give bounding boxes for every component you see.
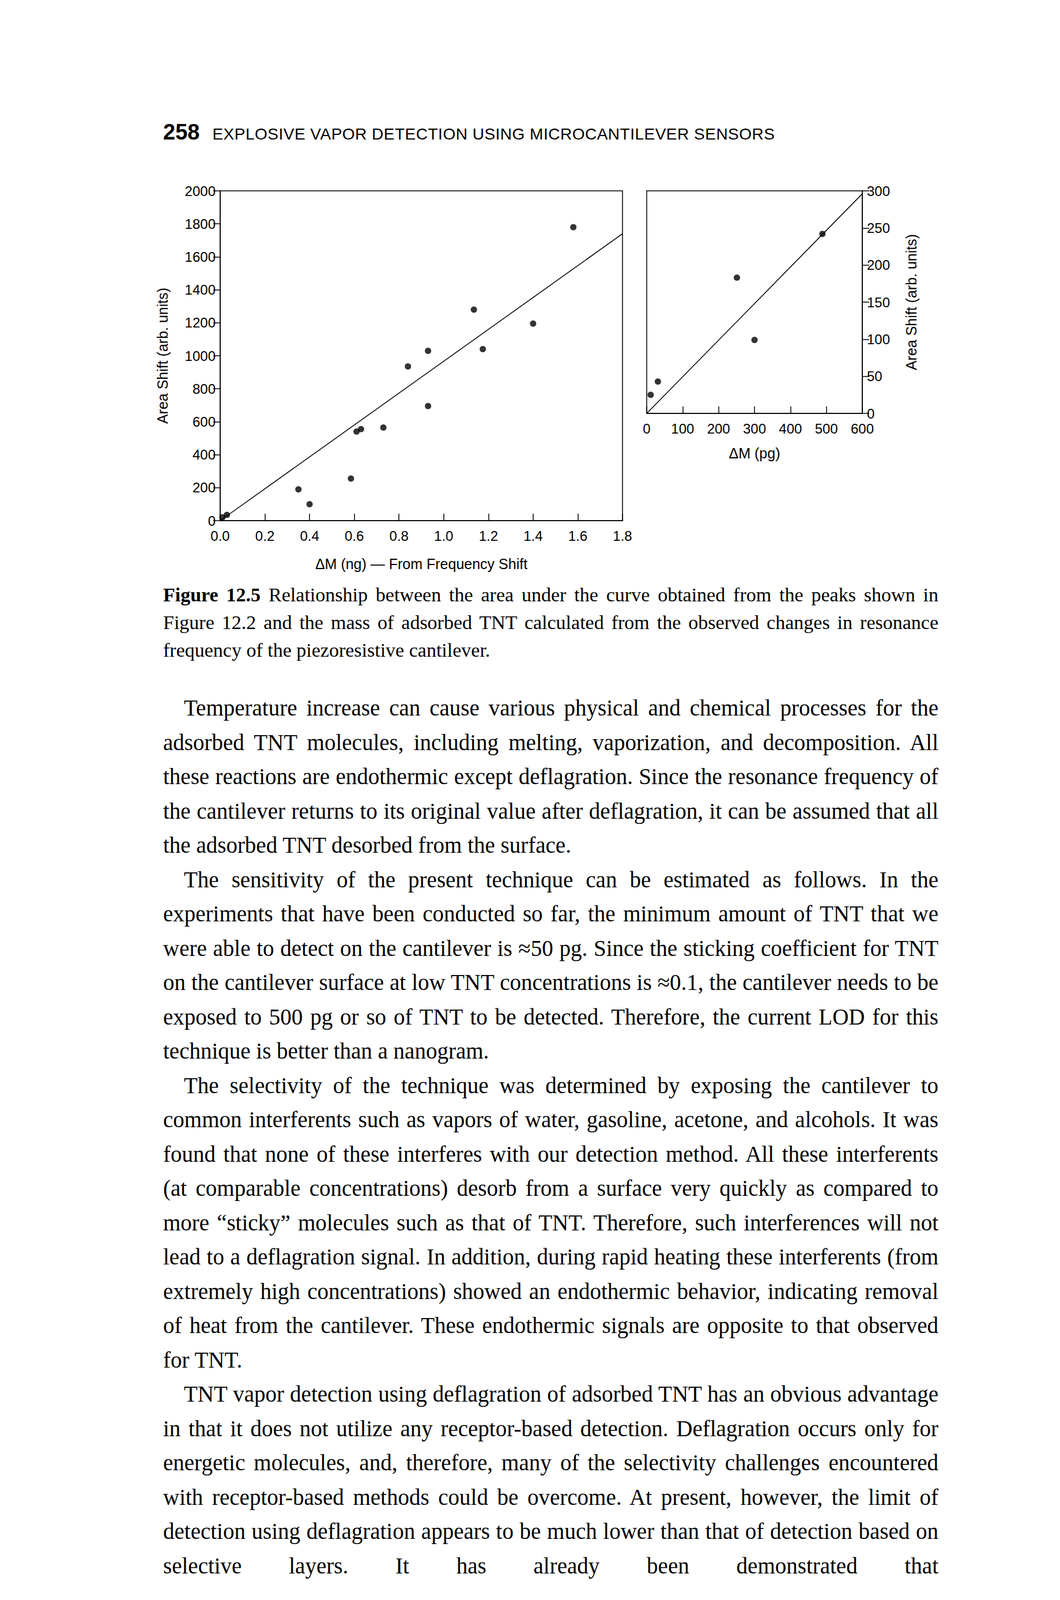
svg-text:0.4: 0.4 bbox=[299, 527, 319, 544]
svg-text:2000: 2000 bbox=[185, 183, 216, 199]
html-text:EXPLOSIVE VAPOR DETECTION USIN: EXPLOSIVE VAPOR DETECTION USING MICROCAN… bbox=[212, 125, 775, 143]
svg-text:100: 100 bbox=[866, 331, 890, 347]
svg-text:Area Shift (arb. units): Area Shift (arb. units) bbox=[903, 234, 920, 371]
svg-text:ΔM (ng) — From Frequency Shift: ΔM (ng) — From Frequency Shift bbox=[315, 555, 528, 572]
html-text:The selectivity of the techniq: The selectivity of the technique was det… bbox=[163, 1072, 939, 1372]
svg-text:1.0: 1.0 bbox=[434, 527, 454, 544]
svg-text:0: 0 bbox=[866, 405, 875, 422]
svg-text:1.2: 1.2 bbox=[478, 527, 499, 544]
svg-text:250: 250 bbox=[866, 220, 890, 236]
html-text:The sensitivity of the present: The sensitivity of the present technique… bbox=[163, 866, 939, 1063]
svg-text:0.8: 0.8 bbox=[389, 527, 409, 544]
svg-text:Area Shift (arb. units): Area Shift (arb. units) bbox=[154, 287, 171, 424]
svg-text:1600: 1600 bbox=[185, 249, 216, 265]
svg-text:1.4: 1.4 bbox=[523, 527, 543, 544]
svg-text:600: 600 bbox=[850, 420, 874, 437]
svg-text:0.6: 0.6 bbox=[344, 527, 364, 544]
svg-text:0.0: 0.0 bbox=[210, 527, 230, 544]
svg-text:0: 0 bbox=[208, 512, 216, 529]
svg-text:800: 800 bbox=[192, 381, 216, 397]
svg-text:100: 100 bbox=[670, 420, 694, 437]
svg-text:1.6: 1.6 bbox=[568, 527, 588, 544]
svg-text:1.8: 1.8 bbox=[612, 527, 632, 544]
svg-text:300: 300 bbox=[742, 420, 767, 437]
svg-text:150: 150 bbox=[866, 294, 890, 311]
svg-text:600: 600 bbox=[192, 413, 216, 430]
svg-text:200: 200 bbox=[192, 479, 216, 496]
svg-text:1400: 1400 bbox=[185, 281, 216, 298]
svg-text:1000: 1000 bbox=[185, 348, 216, 364]
svg-text:300: 300 bbox=[866, 183, 890, 199]
html-text:258: 258 bbox=[163, 119, 200, 145]
svg-text:1200: 1200 bbox=[185, 314, 216, 331]
svg-text:50: 50 bbox=[866, 368, 883, 384]
svg-text:400: 400 bbox=[192, 446, 216, 463]
html-text:TNT vapor detection using defl: TNT vapor detection using deflagration o… bbox=[163, 1381, 939, 1578]
html-text:Figure 12.5 Relationship betwe: Figure 12.5 Relationship between the are… bbox=[163, 583, 939, 661]
svg-text:1800: 1800 bbox=[185, 216, 216, 232]
svg-text:500: 500 bbox=[815, 420, 839, 437]
svg-text:200: 200 bbox=[866, 257, 890, 273]
svg-text:200: 200 bbox=[707, 420, 731, 437]
svg-text:ΔM (pg): ΔM (pg) bbox=[729, 444, 781, 462]
html-text:Temperature increase can cause: Temperature increase can cause various p… bbox=[163, 695, 939, 858]
svg-text:0.2: 0.2 bbox=[255, 527, 275, 544]
svg-text:400: 400 bbox=[778, 420, 802, 437]
svg-text:0: 0 bbox=[642, 420, 651, 437]
